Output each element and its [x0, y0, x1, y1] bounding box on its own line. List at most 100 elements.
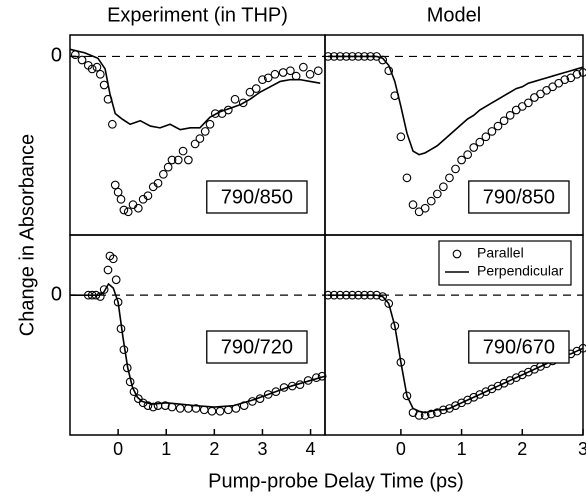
data-point [291, 71, 301, 81]
data-point [311, 373, 321, 383]
data-point [366, 52, 375, 61]
data-point [99, 285, 109, 294]
annotation: 790/670 [483, 336, 555, 358]
data-point [303, 376, 313, 385]
panel-title: Model [427, 4, 481, 26]
data-point [329, 52, 339, 61]
data-point [116, 194, 126, 204]
data-point [432, 189, 442, 199]
data-point [469, 143, 479, 152]
data-point [231, 404, 241, 413]
data-point [238, 98, 248, 108]
data-point [210, 109, 220, 118]
data-point [286, 66, 295, 76]
x-tick-label: 2 [209, 439, 219, 459]
data-point [207, 406, 217, 416]
data-point [499, 116, 509, 126]
data-point [200, 127, 210, 136]
data-point [122, 363, 132, 373]
data-point [298, 62, 308, 72]
data-point [378, 292, 388, 301]
data-point [173, 155, 183, 165]
data-point [426, 196, 436, 206]
data-point [123, 207, 133, 217]
data-point [270, 69, 280, 79]
data-point [313, 66, 323, 76]
data-point [95, 292, 105, 301]
data-point [378, 55, 388, 65]
data-point [396, 357, 406, 367]
annotation: 790/850 [483, 186, 555, 208]
y-tick-label: 0 [51, 283, 62, 305]
data-point [414, 411, 424, 420]
data-point [263, 390, 273, 399]
data-point [143, 191, 153, 201]
data-point [195, 134, 205, 143]
data-point [560, 75, 570, 84]
x-axis-label: Pump-probe Delay Time (ps) [208, 470, 464, 492]
x-tick-label: 1 [161, 439, 171, 459]
data-point [263, 73, 273, 83]
data-point [457, 155, 466, 165]
series-line [328, 55, 584, 156]
data-point [505, 111, 515, 120]
data-point [205, 119, 215, 129]
legend-marker [452, 249, 462, 259]
data-point [160, 401, 170, 410]
data-point [317, 371, 327, 381]
data-point [335, 52, 345, 61]
x-tick-label: 0 [113, 439, 123, 459]
data-point [199, 405, 209, 415]
data-point [305, 69, 315, 79]
data-point [119, 205, 129, 215]
data-point [99, 80, 109, 90]
data-point [239, 401, 249, 410]
series-line [69, 48, 321, 131]
data-point [153, 178, 163, 188]
data-point [278, 68, 288, 77]
data-point [347, 290, 357, 300]
data-point [384, 66, 394, 76]
data-point [143, 401, 153, 410]
panel-frame [324, 234, 584, 436]
data-point [113, 297, 123, 307]
data-point [323, 290, 333, 300]
data-point [258, 75, 267, 84]
data-point [323, 52, 333, 61]
data-point [119, 345, 129, 355]
annotation-box [206, 330, 308, 364]
data-point [445, 173, 454, 183]
y-axis-label: Change in Absorbance [16, 134, 38, 336]
data-point [271, 387, 281, 396]
data-point [493, 121, 503, 131]
data-point [335, 290, 345, 300]
data-point [420, 411, 430, 420]
annotation: 790/850 [221, 186, 293, 208]
data-point [230, 94, 240, 104]
data-point [341, 52, 351, 61]
data-point [279, 383, 289, 392]
data-point [487, 127, 497, 136]
annotation-box [468, 180, 570, 214]
data-point [113, 187, 123, 197]
data-point [158, 169, 168, 179]
data-point [190, 139, 200, 149]
data-point [133, 203, 143, 213]
data-point [295, 380, 305, 390]
data-point [463, 150, 473, 159]
y-tick-label: 0 [51, 45, 62, 67]
data-point [91, 290, 101, 300]
x-tick-label: 3 [578, 439, 586, 459]
data-point [251, 84, 261, 93]
data-point [129, 387, 139, 396]
x-tick-label: 0 [396, 439, 406, 459]
annotation-box [468, 330, 570, 364]
panel-title: Experiment (in THP) [107, 4, 288, 26]
data-point [77, 55, 87, 65]
data-point [341, 290, 351, 300]
annotation: 790/720 [221, 336, 293, 358]
data-point [451, 164, 460, 174]
data-point [223, 105, 233, 115]
data-point [175, 404, 185, 413]
